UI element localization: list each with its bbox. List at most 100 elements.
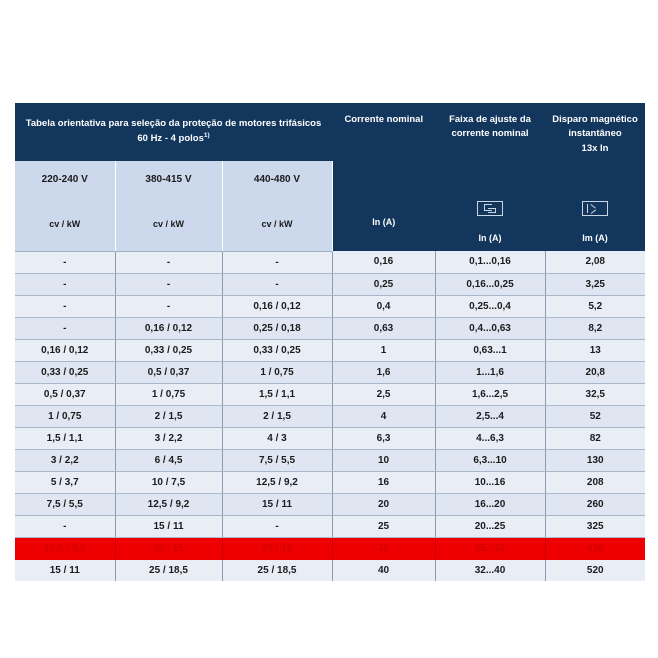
table-cell: 8,2 — [544, 317, 646, 340]
table-cell: 130 — [544, 449, 646, 472]
table-row: 0,33 / 0,25 0,5 / 0,37 1 / 0,75 1,6 1...1,6 2… — [15, 361, 646, 384]
table-cell: 0,25 / 0,18 — [221, 317, 333, 340]
table-cell: - — [114, 273, 222, 296]
table-cell: - — [221, 251, 333, 274]
table-cell: 208 — [544, 471, 646, 494]
table-row: -0,16 / 0,12 0,25 / 0,18 0,63 0,4...0,63 8,2 — [15, 317, 646, 340]
table-cell: 0,4 — [331, 295, 436, 318]
header-unit-cvkw-220: cv / kW — [15, 197, 116, 252]
table-cell: - — [15, 251, 115, 274]
table-cell: 52 — [544, 405, 646, 428]
table-cell: 25 / 18,5 — [221, 559, 333, 581]
header-unit-in-a-2-label: In (A) — [478, 233, 502, 243]
table-row: 5 / 3,7 10 / 7,5 12,5 / 9,2 16 10...16 208 — [15, 471, 646, 494]
table-cell: 4 — [331, 405, 436, 428]
table-cell: 0,16...0,25 — [434, 273, 546, 296]
table-cell: - — [221, 515, 333, 538]
table-cell: 40 — [331, 559, 436, 581]
table-row: - -0,16 / 0,12 0,4 0,25...0,4 5,2 — [15, 295, 646, 318]
table-row: 0,16 / 0,12 0,33 / 0,25 0,33 / 0,25 1 0,63..… — [15, 339, 646, 362]
table-header: Tabela orientativa para seleção da prote… — [15, 103, 646, 252]
table-cell: 20,8 — [544, 361, 646, 384]
table-cell: 82 — [544, 427, 646, 450]
table-cell: 20 / 15 — [221, 537, 333, 560]
table-cell: 0,63...1 — [434, 339, 546, 362]
table-cell: 4 / 3 — [221, 427, 333, 450]
table-cell: 520 — [544, 559, 646, 581]
header-unit-im-a-label: Im (A) — [582, 233, 608, 243]
table-row: 15 / 11 25 / 18,5 25 / 18,5 40 32...40 520 — [15, 559, 646, 581]
table-cell: 1 — [331, 339, 436, 362]
table-cell: 7,5 / 5,5 — [221, 449, 333, 472]
table-cell: 6,3 — [331, 427, 436, 450]
thermal-overload-icon-cell — [435, 201, 546, 233]
table-cell: 7,5 / 5,5 — [15, 493, 115, 516]
table-cell: 0,4...0,63 — [434, 317, 546, 340]
table-cell: 2 / 1,5 — [114, 405, 222, 428]
table-cell: 0,16 — [331, 251, 436, 274]
table-cell: 260 — [544, 493, 646, 516]
header-unit-in-a-2: In (A) — [435, 197, 546, 251]
table-cell: 1 / 0,75 — [221, 361, 333, 384]
motor-protection-table-container: Tabela orientativa para seleção da prote… — [15, 103, 646, 581]
table-cell: 1,6 — [331, 361, 436, 384]
table-cell: 1,5 / 1,1 — [15, 427, 115, 450]
table-cell: 5,2 — [544, 295, 646, 318]
table-cell: 12,5 / 9,2 — [15, 537, 115, 560]
table-cell: 4...6,3 — [434, 427, 546, 450]
magnetic-trip-arrow — [591, 204, 598, 213]
table-cell: 20 / 15 — [114, 537, 222, 560]
disparo-line-3: 13x In — [581, 142, 609, 154]
table-cell: 0,5 / 0,37 — [114, 361, 222, 384]
table-cell: 2,5 — [331, 383, 436, 406]
table-cell: 13 — [544, 339, 646, 362]
header-voltage-220-240: 220-240 V — [15, 161, 116, 197]
table-cell: 1 / 0,75 — [15, 405, 115, 428]
table-cell: - — [15, 515, 115, 538]
header-voltage-440-480: 440-480 V — [221, 161, 333, 197]
disparo-line-2: instantâneo — [568, 128, 622, 140]
table-title-footnote: 1) — [203, 132, 210, 140]
table-cell: 2,5...4 — [434, 405, 546, 428]
table-cell: 15 / 11 — [114, 515, 222, 538]
table-cell: 3 / 2,2 — [114, 427, 222, 450]
table-row: - - -0,25 0,16...0,25 3,25 — [15, 273, 646, 296]
table-row: 1,5 / 1,1 3 / 2,2 4 / 3 6,3 4...6,3 82 — [15, 427, 646, 450]
table-cell: 32,5 — [544, 383, 646, 406]
table-cell: 0,5 / 0,37 — [15, 383, 115, 406]
table-cell: 0,16 / 0,12 — [15, 339, 115, 362]
header-faixa-ajuste: Faixa de ajuste da corrente nominal — [435, 103, 546, 197]
table-cell: 1 / 0,75 — [114, 383, 222, 406]
table-cell: - — [221, 273, 333, 296]
table-cell: 1,6...2,5 — [434, 383, 546, 406]
table-row: - - -0,16 0,1...0,16 2,08 — [15, 251, 646, 274]
table-cell: 0,16 / 0,12 — [114, 317, 222, 340]
header-unit-cvkw-440: cv / kW — [221, 197, 333, 252]
thermal-overload-icon — [477, 201, 504, 216]
table-cell: 0,33 / 0,25 — [15, 361, 115, 384]
table-cell: 16 — [331, 471, 436, 494]
table-cell: - — [114, 295, 222, 318]
table-cell: 0,33 / 0,25 — [221, 339, 333, 362]
table-cell: 32 — [331, 537, 436, 560]
table-cell: 6 / 4,5 — [114, 449, 222, 472]
table-row: -15 / 11-25 20...25 325 — [15, 515, 646, 538]
header-unit-cvkw-380: cv / kW — [114, 197, 223, 252]
table-cell: 15 / 11 — [221, 493, 333, 516]
magnetic-trip-icon — [582, 201, 609, 216]
table-cell: 1,5 / 1,1 — [221, 383, 333, 406]
table-row: 0,5 / 0,37 1 / 0,75 1,5 / 1,1 2,5 1,6...2,5 3… — [15, 383, 646, 406]
table-row: 12,5 / 9,2 20 / 15 20 / 15 32 25...32 416 — [15, 537, 646, 560]
header-corrente-nominal: Corrente nominal — [332, 103, 436, 197]
table-cell: 0,25...0,4 — [434, 295, 546, 318]
header-disparo-magnetico: Disparo magnético instantâneo 13x In — [545, 103, 646, 197]
table-cell: 12,5 / 9,2 — [221, 471, 333, 494]
header-voltage-380-415: 380-415 V — [114, 161, 223, 197]
table-cell: 2,08 — [544, 251, 646, 274]
table-cell: 3 / 2,2 — [15, 449, 115, 472]
table-cell: 5 / 3,7 — [15, 471, 115, 494]
magnetic-trip-icon-cell — [545, 201, 646, 233]
table-cell: 10 / 7,5 — [114, 471, 222, 494]
table-cell: 20...25 — [434, 515, 546, 538]
table-cell: 0,25 — [331, 273, 436, 296]
